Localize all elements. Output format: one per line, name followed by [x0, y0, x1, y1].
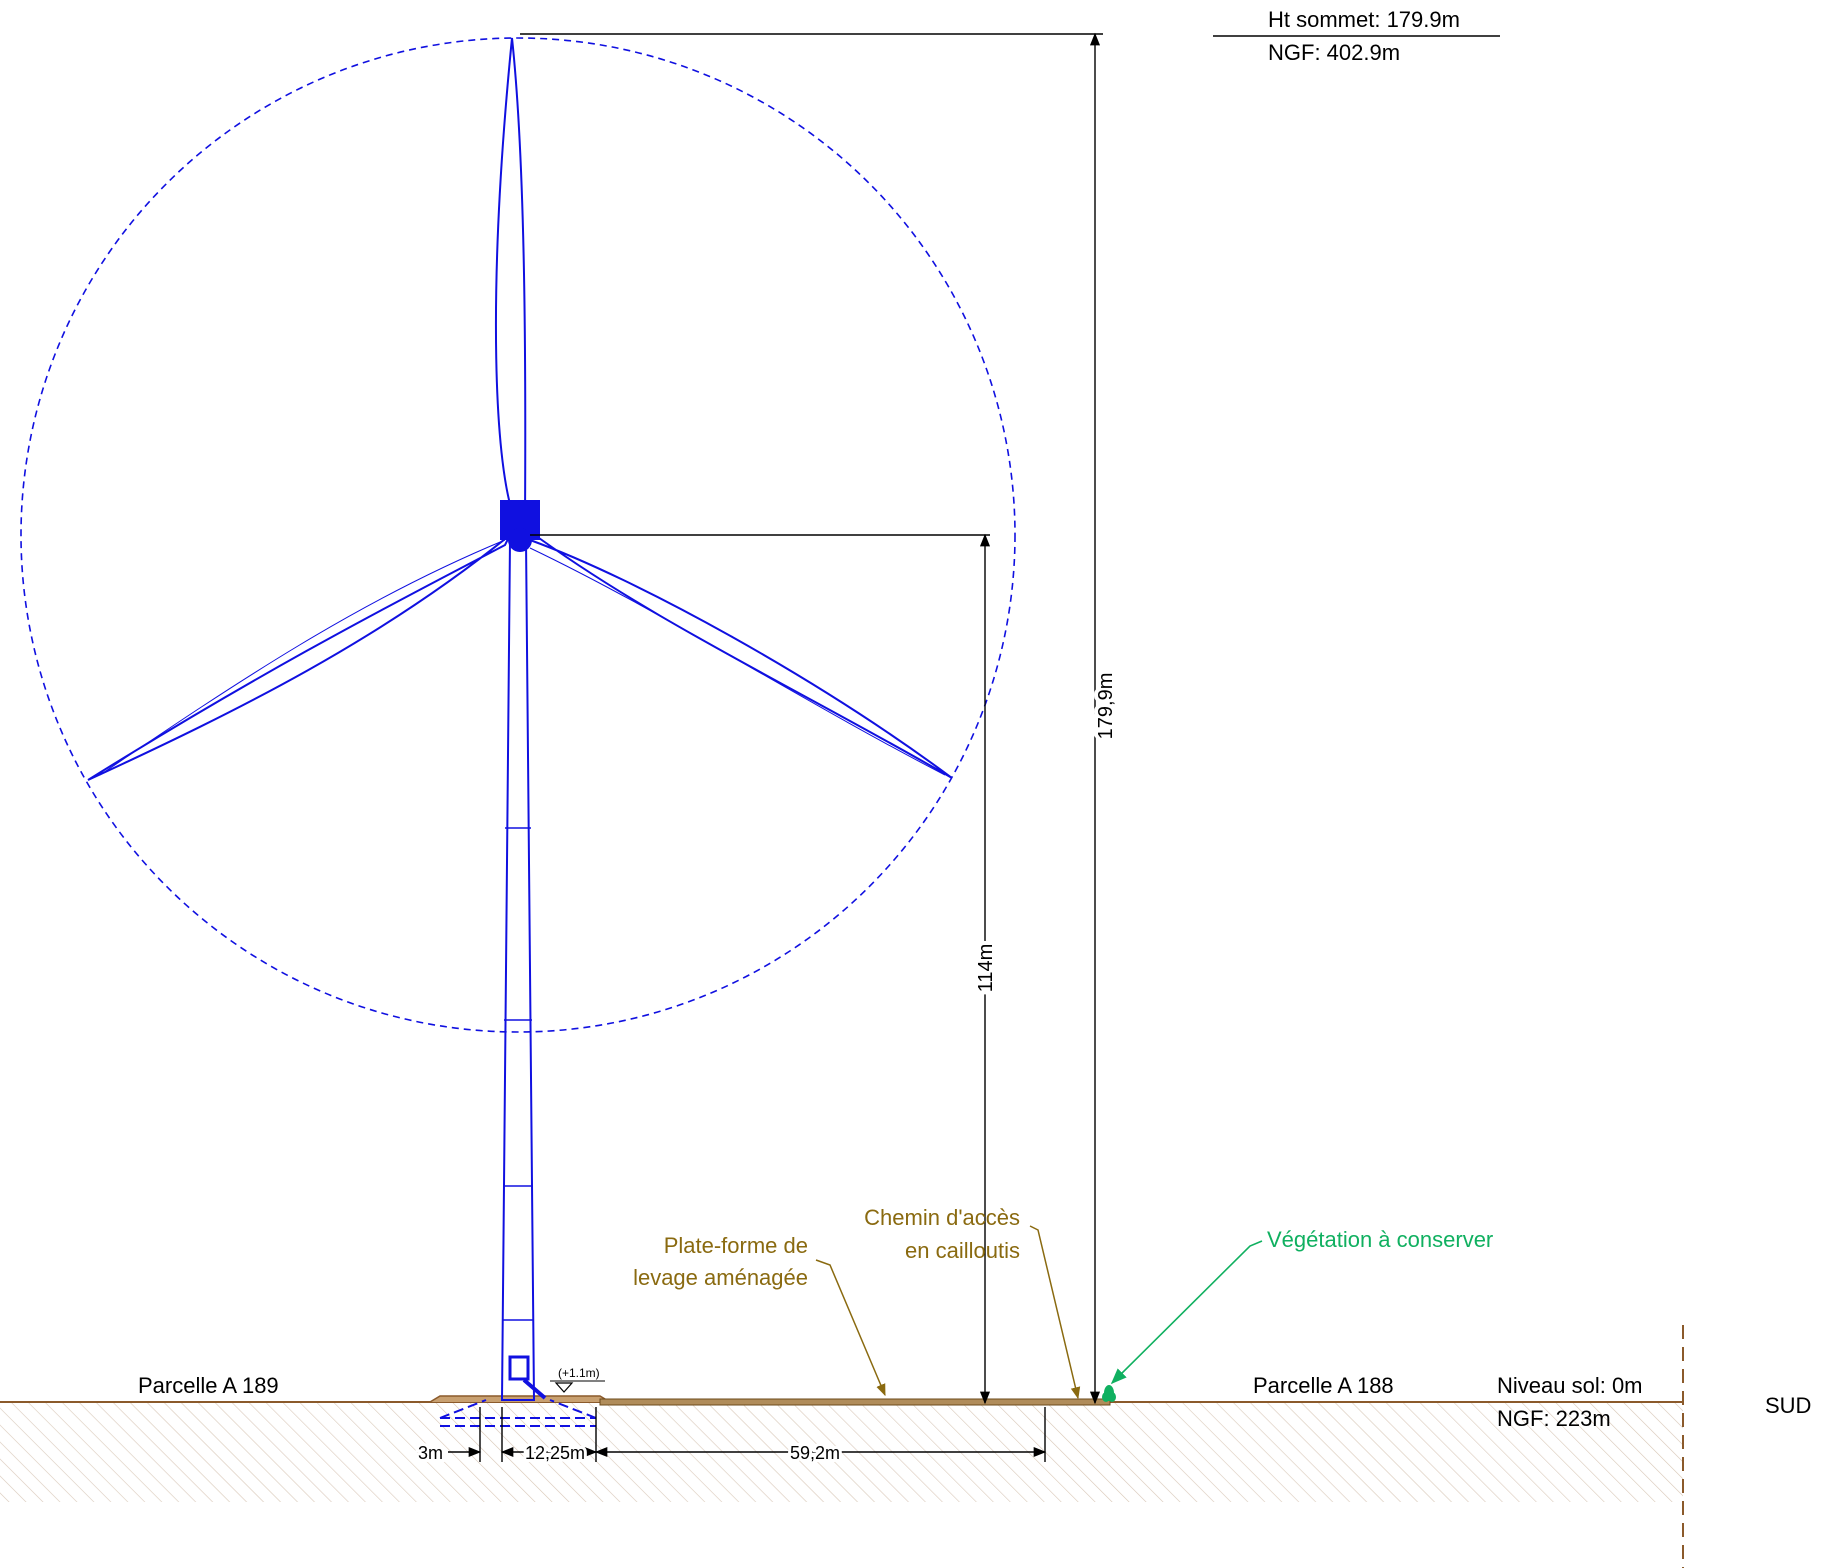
hub-height-label: 114m — [975, 944, 997, 993]
access-leader — [1029, 1225, 1081, 1400]
hub — [508, 528, 532, 552]
blade-right — [526, 527, 953, 779]
ground-ngf-label: NGF: 223m — [1497, 1406, 1611, 1431]
summit-height-label: Ht sommet: 179.9m — [1268, 7, 1460, 32]
vegetation-bush-icon — [1102, 1385, 1116, 1402]
tower-door — [508, 1355, 530, 1381]
blade-top — [494, 37, 527, 521]
parcel-right-label: Parcelle A 188 — [1253, 1373, 1394, 1398]
platform-length-label: 59,2m — [790, 1443, 840, 1463]
blade-left — [87, 534, 511, 781]
tower — [500, 539, 536, 1401]
total-height-dimension — [520, 32, 1103, 1405]
foundation — [439, 1399, 597, 1427]
total-height-label: 179,9m — [1095, 673, 1117, 740]
parcel-left-label: Parcelle A 189 — [138, 1373, 279, 1398]
ground-level-label: Niveau sol: 0m — [1497, 1373, 1643, 1398]
elevation-marker: (+1.1m) — [550, 1366, 605, 1393]
vegetation-label: Végétation à conserver — [1267, 1227, 1493, 1252]
platform-label-line2: levage aménagée — [633, 1265, 808, 1290]
rotor-swept-circle — [20, 37, 1016, 1033]
offset-3m-label: 3m — [418, 1443, 443, 1463]
access-label-line1: Chemin d'accès — [864, 1205, 1020, 1230]
access-label-line2: en cailloutis — [905, 1238, 1020, 1263]
vegetation-leader — [1110, 1240, 1263, 1385]
orientation-label: SUD — [1765, 1393, 1811, 1418]
elevation-mark-label: (+1.1m) — [558, 1366, 600, 1380]
platform-leader — [815, 1259, 886, 1397]
access-path — [599, 1398, 1111, 1406]
rotor-blades — [87, 37, 953, 781]
foundation-width-label: 12,25m — [525, 1443, 585, 1463]
bottom-dimensions — [448, 1407, 1047, 1462]
summit-ngf-label: NGF: 402.9m — [1268, 40, 1400, 65]
hub-height-dimension — [530, 533, 991, 1405]
platform-label-line1: Plate-forme de — [664, 1233, 808, 1258]
